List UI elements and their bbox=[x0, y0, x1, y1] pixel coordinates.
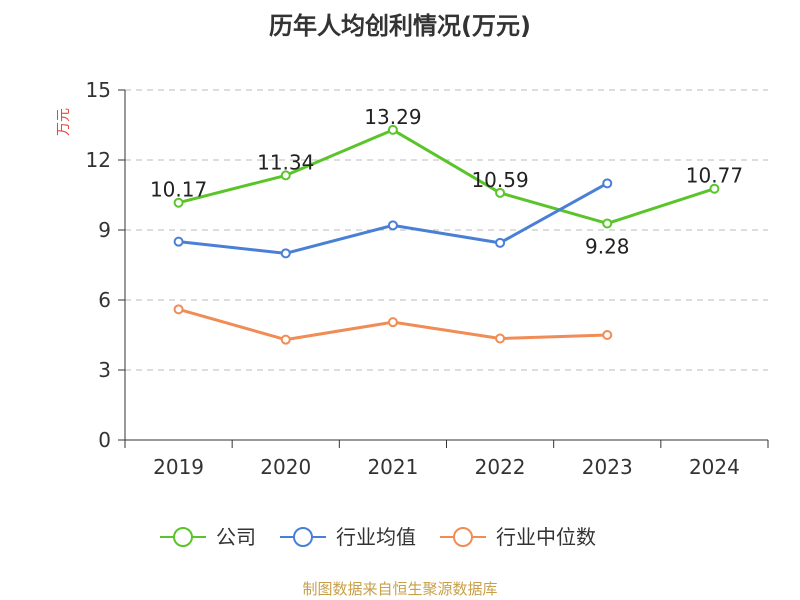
x-tick-label: 2022 bbox=[475, 455, 526, 479]
legend: 公司 行业均值 行业中位数 bbox=[160, 525, 596, 549]
legend-marker bbox=[173, 527, 193, 547]
data-label: 10.59 bbox=[471, 168, 528, 192]
series-line bbox=[178, 182, 608, 255]
data-point bbox=[173, 197, 184, 208]
data-point bbox=[495, 237, 506, 248]
data-point bbox=[280, 170, 291, 181]
data-point bbox=[387, 317, 398, 328]
data-point bbox=[387, 124, 398, 135]
y-tick-label: 0 bbox=[98, 428, 111, 452]
data-point bbox=[495, 333, 506, 344]
data-point bbox=[280, 248, 291, 259]
data-label: 9.28 bbox=[585, 234, 630, 258]
source-note: 制图数据来自恒生聚源数据库 bbox=[302, 580, 497, 598]
legend-label: 行业中位数 bbox=[496, 525, 596, 549]
series-0 bbox=[173, 124, 720, 229]
series-group bbox=[173, 124, 720, 345]
data-labels: 10.17 11.34 13.29 10.59 9.28 10.77 bbox=[150, 105, 743, 259]
data-point bbox=[602, 218, 613, 229]
legend-item-2: 行业中位数 bbox=[440, 525, 596, 549]
y-tick-label: 6 bbox=[98, 288, 111, 312]
legend-marker bbox=[453, 527, 473, 547]
legend-marker bbox=[293, 527, 313, 547]
data-point bbox=[495, 187, 506, 198]
y-tick-label: 9 bbox=[98, 218, 111, 242]
x-tick-label: 2024 bbox=[689, 455, 740, 479]
data-point bbox=[709, 183, 720, 194]
x-tick-label: 2023 bbox=[582, 455, 633, 479]
x-tick-label: 2020 bbox=[260, 455, 311, 479]
series-1 bbox=[173, 178, 613, 259]
legend-label: 行业均值 bbox=[336, 525, 416, 549]
y-tick-label: 3 bbox=[98, 358, 111, 382]
data-point bbox=[602, 178, 613, 189]
gridlines bbox=[125, 89, 768, 371]
y-tick-label: 15 bbox=[86, 78, 111, 102]
data-label: 13.29 bbox=[364, 105, 421, 129]
legend-label: 公司 bbox=[216, 525, 256, 549]
data-point bbox=[173, 236, 184, 247]
x-tick-label: 2021 bbox=[367, 455, 418, 479]
data-point bbox=[387, 220, 398, 231]
data-point bbox=[602, 330, 613, 340]
series-2 bbox=[173, 304, 613, 345]
data-point bbox=[280, 334, 291, 345]
x-tick-label: 2019 bbox=[153, 455, 204, 479]
series-line bbox=[178, 128, 715, 225]
chart-title: 历年人均创利情况(万元) bbox=[269, 12, 531, 40]
data-label: 10.17 bbox=[150, 178, 207, 202]
legend-item-1: 行业均值 bbox=[280, 525, 416, 549]
y-tick-label: 12 bbox=[86, 148, 111, 172]
data-point bbox=[173, 304, 184, 315]
legend-item-0: 公司 bbox=[160, 525, 256, 549]
data-label: 10.77 bbox=[686, 164, 743, 188]
data-label: 11.34 bbox=[257, 150, 314, 174]
y-axis-label: 万元 bbox=[56, 108, 72, 136]
axes: 0 3 6 9 12 15 2019 2020 2021 2022 2023 2024 bbox=[86, 78, 769, 479]
